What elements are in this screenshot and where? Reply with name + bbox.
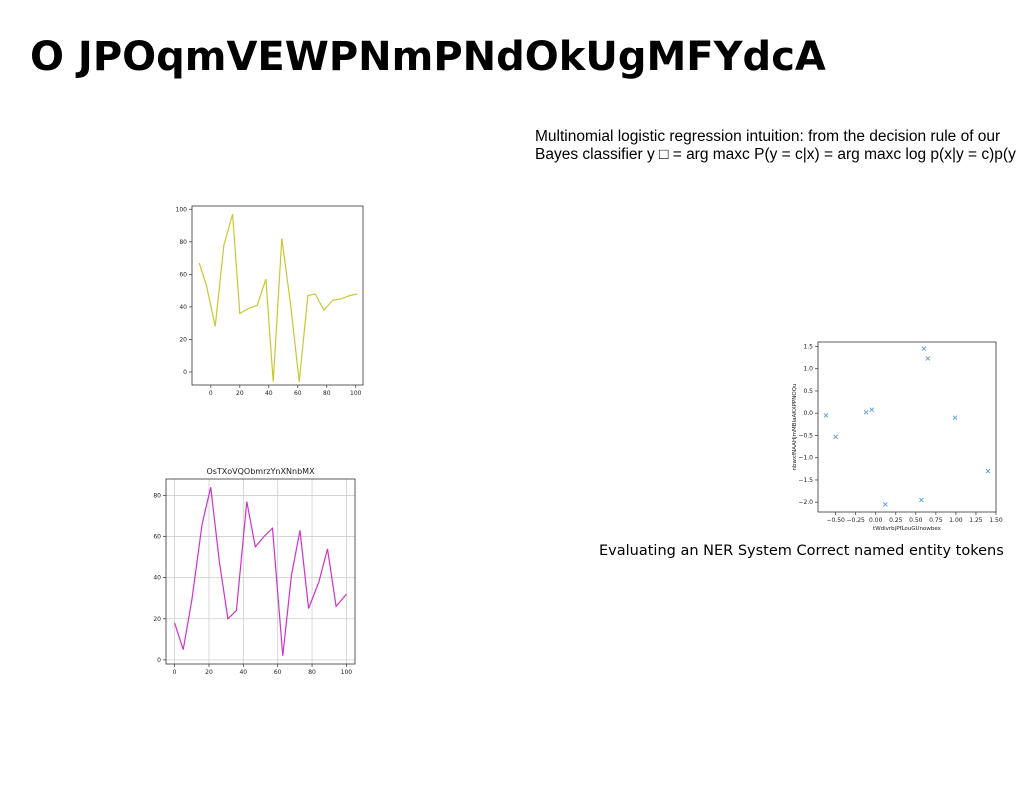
scatter-point [952, 415, 958, 420]
x-tick-label: 60 [294, 390, 302, 397]
y-tick-label: −1.0 [798, 455, 813, 462]
y-tick-label: 60 [153, 534, 161, 541]
plot-frame [191, 205, 364, 386]
plot-frame [817, 341, 997, 513]
line-chart-magenta: OsTXoVQObmrzYnXNnbMX 0 20 40 60 80 100 0 20 40 60 8… [153, 467, 356, 676]
y-tick-label: 100 [176, 206, 188, 213]
series-line [174, 487, 347, 656]
body-line-2: Bayes classifier y □ = arg maxc P(y = c|… [535, 146, 1016, 163]
y-tick-label: 0.5 [803, 388, 813, 395]
scatter-point [919, 497, 924, 503]
y-tick-label: 0 [157, 657, 161, 664]
x-tick-label: 20 [205, 669, 213, 676]
caption: Evaluating an NER System Correct named e… [599, 543, 1004, 559]
plot-frame [165, 478, 356, 665]
y-tick-label: 20 [179, 336, 187, 343]
x-tick-label: 20 [236, 390, 244, 397]
y-tick-label: 0 [183, 369, 187, 376]
y-tick-label: 40 [179, 304, 187, 311]
x-tick-label: 1.00 [949, 517, 963, 524]
chart-title: OsTXoVQObmrzYnXNnbMX [206, 467, 315, 476]
scatter-point [925, 356, 931, 361]
scatter-point [883, 502, 888, 507]
x-tick-label: −0.50 [826, 517, 845, 524]
x-axis-label: tWdivrbjPfLouGUnowbex [873, 526, 942, 532]
x-tick-label: 80 [323, 390, 331, 397]
x-tick-label: 40 [239, 669, 247, 676]
x-tick-label: 40 [265, 390, 273, 397]
x-tick-label: 0 [173, 669, 177, 676]
y-tick-label: 0.0 [803, 410, 813, 417]
y-tick-label: −1.5 [798, 477, 813, 484]
y-tick-label: 60 [179, 271, 187, 278]
x-tick-label: 0.75 [929, 517, 943, 524]
x-tick-label: 80 [308, 669, 316, 676]
x-tick-label: 100 [350, 390, 362, 397]
y-tick-label: 80 [153, 492, 161, 499]
line-chart-olive: 0 20 40 60 80 100 0 20 40 60 80 100 [176, 205, 364, 397]
scatter-point [833, 434, 838, 440]
x-tick-label: 100 [341, 669, 353, 676]
y-tick-label: 1.5 [803, 343, 813, 350]
y-tick-label: 80 [179, 239, 187, 246]
x-tick-label: 1.50 [989, 517, 1003, 524]
scatter-point [921, 346, 927, 351]
body-text: Multinomial logistic regression intuitio… [535, 128, 1024, 164]
slide-title: O JPOqmVEWPNmPNdOkUgMFYdcA [30, 34, 826, 80]
scatter-point [985, 468, 991, 474]
body-line-1: Multinomial logistic regression intuitio… [535, 128, 1001, 145]
y-tick-label: 40 [153, 575, 161, 582]
x-tick-label: 0.25 [889, 517, 903, 524]
y-tick-label: 1.0 [803, 366, 813, 373]
scatter-point [869, 407, 875, 412]
series-line [198, 213, 358, 382]
x-tick-label: 0 [209, 390, 213, 397]
scatter-point [823, 413, 829, 418]
x-tick-label: 1.25 [969, 517, 983, 524]
scatter-chart: −0.50 −0.25 0.00 0.25 0.50 0.75 1.00 1.25 1.50 1.… [792, 341, 1003, 532]
scatter-point [863, 409, 869, 415]
x-tick-label: −0.25 [846, 517, 865, 524]
y-axis-label: nbwxfNAAHjmMBIaAKXPPNOQu [792, 383, 798, 470]
y-tick-label: −0.5 [798, 432, 813, 439]
x-tick-label: 60 [274, 669, 282, 676]
x-tick-label: 0.50 [909, 517, 923, 524]
x-tick-label: 0.00 [869, 517, 883, 524]
y-tick-label: 20 [153, 616, 161, 623]
y-tick-label: −2.0 [798, 499, 813, 506]
